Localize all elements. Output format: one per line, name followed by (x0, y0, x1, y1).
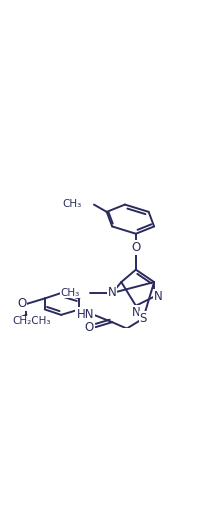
Text: CH₃: CH₃ (60, 288, 79, 298)
Text: O: O (85, 321, 94, 334)
Text: HN: HN (76, 309, 94, 321)
Text: O: O (131, 241, 140, 254)
Text: N: N (108, 287, 117, 300)
Text: CH₃: CH₃ (62, 199, 81, 209)
Text: O: O (17, 298, 26, 310)
Text: N: N (132, 306, 140, 319)
Text: S: S (139, 312, 147, 325)
Text: CH₂CH₃: CH₂CH₃ (12, 316, 50, 326)
Text: N: N (154, 290, 163, 303)
